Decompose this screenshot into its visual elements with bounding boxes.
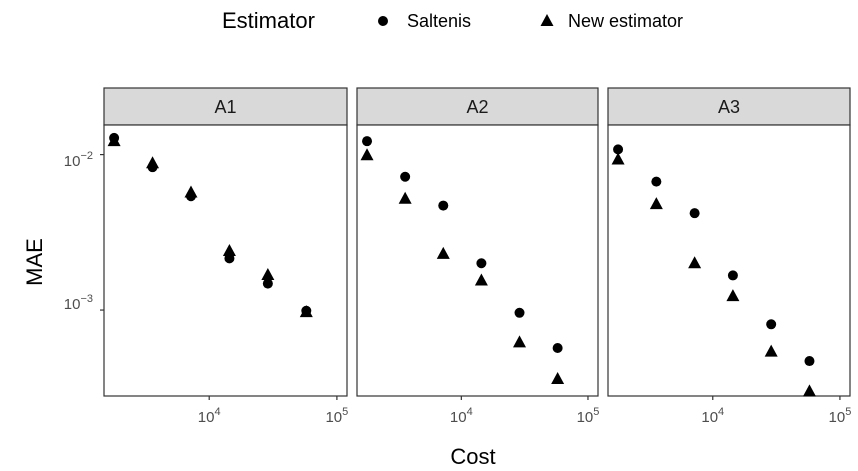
data-point-saltenis bbox=[727, 270, 738, 281]
data-point-saltenis bbox=[651, 176, 662, 187]
x-axis-title: Cost bbox=[450, 444, 495, 469]
data-point-new-estimator bbox=[261, 268, 275, 281]
data-point-new-estimator bbox=[299, 305, 313, 318]
data-point-saltenis bbox=[362, 136, 373, 147]
x-tick-label: 104 bbox=[701, 406, 724, 426]
data-point-new-estimator bbox=[360, 148, 374, 161]
panel-border bbox=[607, 124, 851, 397]
data-point-saltenis bbox=[400, 171, 411, 182]
facet-strip bbox=[356, 87, 599, 126]
facet-a1: A1 104 105 bbox=[100, 87, 348, 426]
data-point-saltenis bbox=[689, 208, 700, 219]
data-point-new-estimator bbox=[726, 289, 740, 302]
data-point-saltenis bbox=[613, 144, 624, 155]
legend: Estimator Saltenis New estimator bbox=[222, 8, 683, 33]
facet-strip-label: A1 bbox=[214, 97, 236, 117]
data-point-saltenis bbox=[262, 278, 273, 289]
data-point-new-estimator bbox=[146, 156, 160, 169]
legend-label-saltenis: Saltenis bbox=[407, 11, 471, 31]
x-tick-label: 105 bbox=[829, 406, 852, 426]
facet-panels: A1 104 105 A2 104 105 A3 104 105 bbox=[100, 87, 852, 426]
legend-title: Estimator bbox=[222, 8, 315, 33]
x-tick-label: 105 bbox=[577, 406, 600, 426]
y-axis-title: MAE bbox=[22, 238, 47, 286]
data-point-new-estimator bbox=[474, 273, 488, 286]
data-point-new-estimator bbox=[688, 256, 702, 269]
facet-strip-label: A3 bbox=[718, 97, 740, 117]
data-point-saltenis bbox=[804, 356, 815, 367]
data-point-new-estimator bbox=[107, 134, 121, 147]
data-point-new-estimator bbox=[184, 185, 198, 198]
data-point-new-estimator bbox=[222, 243, 236, 256]
data-point-saltenis bbox=[514, 307, 525, 318]
data-point-new-estimator bbox=[649, 197, 663, 210]
data-point-new-estimator bbox=[611, 152, 625, 165]
data-point-new-estimator bbox=[802, 384, 816, 397]
x-tick-label: 104 bbox=[198, 406, 221, 426]
y-tick-label-1e-2: 10−2 bbox=[64, 150, 93, 170]
data-point-new-estimator bbox=[398, 191, 412, 204]
legend-circle-marker bbox=[378, 16, 388, 26]
data-point-new-estimator bbox=[436, 246, 450, 259]
data-point-saltenis bbox=[552, 343, 563, 354]
facet-a3: A3 104 105 bbox=[607, 87, 852, 426]
data-point-saltenis bbox=[438, 200, 449, 211]
legend-label-new-estimator: New estimator bbox=[568, 11, 683, 31]
legend-triangle-marker bbox=[540, 14, 554, 26]
data-point-new-estimator bbox=[764, 344, 778, 357]
data-point-new-estimator bbox=[513, 335, 527, 348]
facet-strip bbox=[607, 87, 851, 126]
data-point-saltenis bbox=[476, 258, 487, 269]
data-point-saltenis bbox=[766, 319, 777, 330]
y-tick-label-1e-3: 10−3 bbox=[64, 293, 93, 313]
x-tick-label: 104 bbox=[450, 406, 473, 426]
data-point-new-estimator bbox=[551, 372, 565, 385]
facet-strip-label: A2 bbox=[466, 97, 488, 117]
facet-strip bbox=[103, 87, 348, 126]
x-tick-label: 105 bbox=[325, 406, 348, 426]
facet-a2: A2 104 105 bbox=[356, 87, 600, 426]
